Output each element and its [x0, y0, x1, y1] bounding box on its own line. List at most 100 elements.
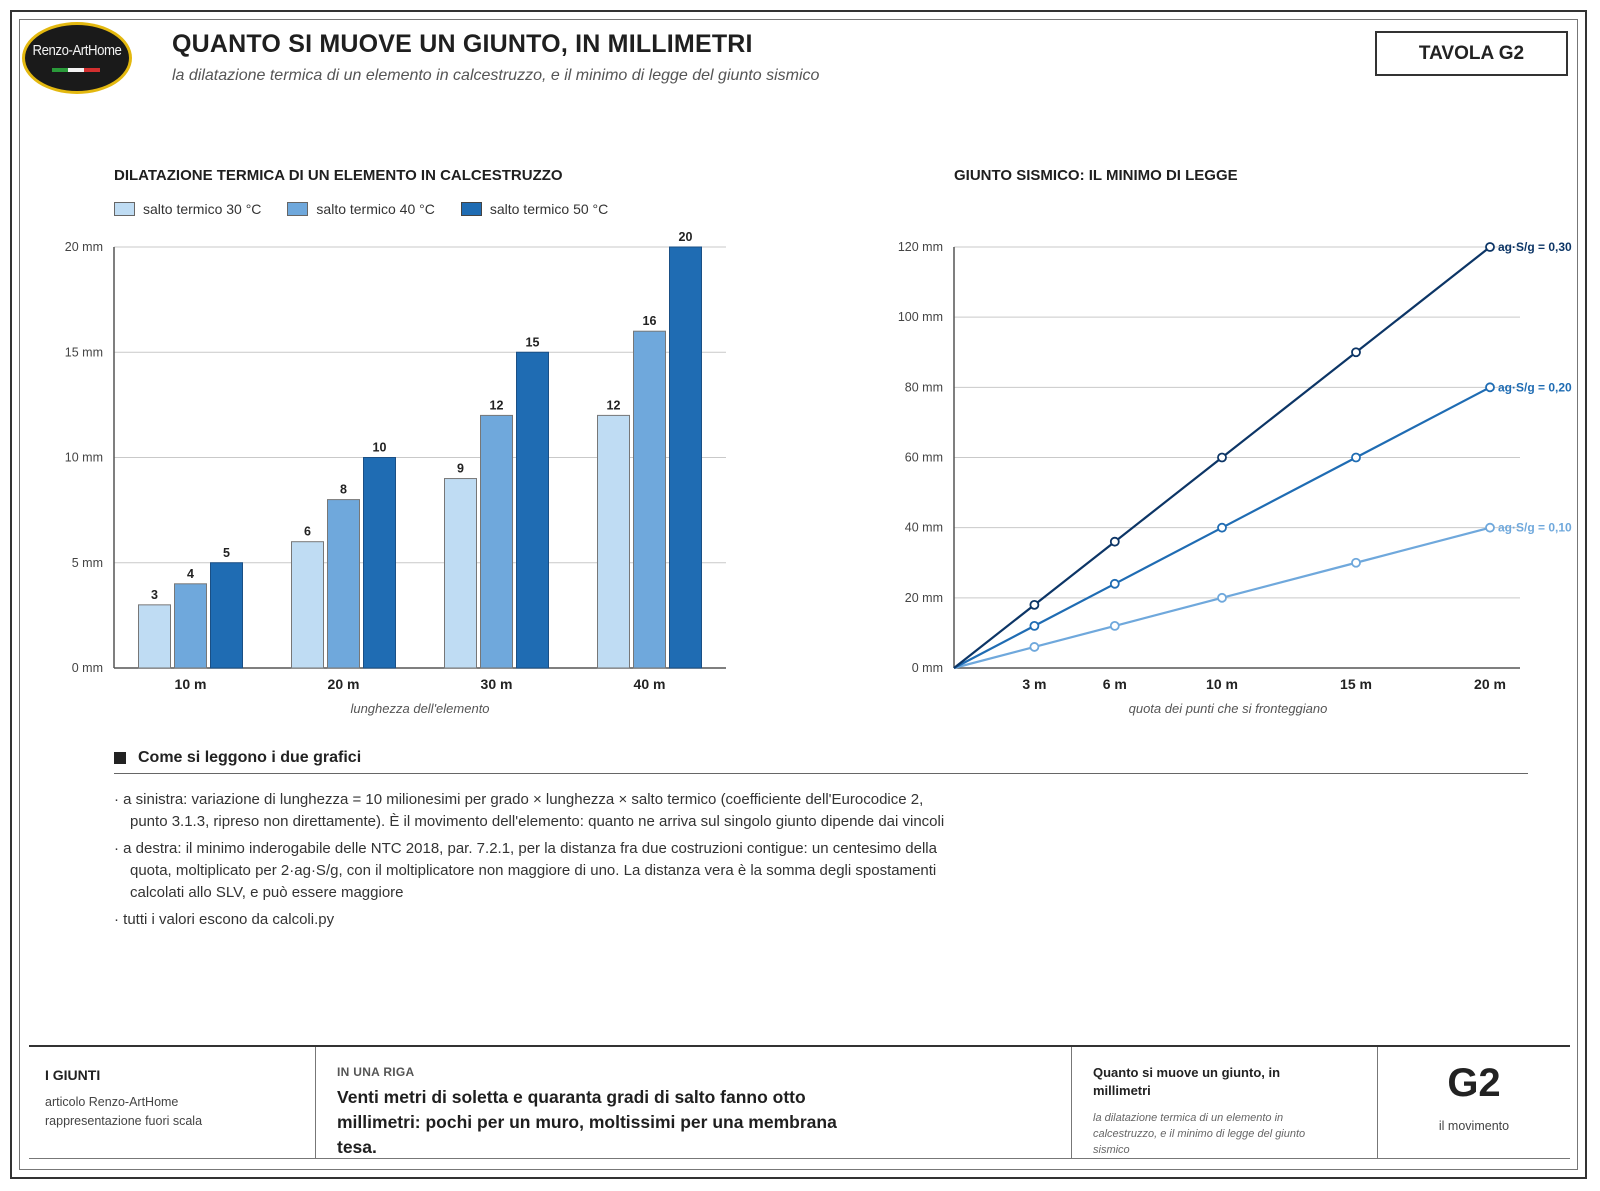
footer-code-cell: G2 il movimento — [1377, 1047, 1570, 1159]
legend-label: salto termico 40 °C — [316, 201, 435, 217]
data-point — [1485, 382, 1495, 393]
bar — [210, 562, 243, 669]
footer-block: I GIUNTI articolo Renzo-ArtHome rapprese… — [29, 1045, 1570, 1159]
bar-value-label: 8 — [340, 483, 347, 497]
note-item: · tutti i valori escono da calcoli.py — [114, 911, 335, 928]
legend-item: salto termico 40 °C — [287, 201, 435, 217]
data-point — [1217, 522, 1227, 533]
bar-value-label: 10 — [373, 441, 387, 455]
data-point — [1109, 578, 1120, 589]
footer-tavola-title: Quanto si muove un giunto, in millimetri — [1093, 1065, 1281, 1098]
x-category-label: 20 m — [328, 676, 360, 692]
logo-graphic — [22, 22, 132, 94]
data-point — [1217, 592, 1227, 603]
bar-value-label: 6 — [304, 525, 311, 539]
data-point — [1029, 599, 1040, 610]
data-point — [1109, 536, 1120, 547]
y-tick-label: 100 mm — [898, 310, 943, 324]
legend-label: salto termico 30 °C — [143, 201, 262, 217]
note-item: · a destra: il minimo inderogabile delle… — [114, 840, 937, 901]
series-end-label: ag·S/g = 0,30 — [1498, 240, 1572, 254]
y-tick-label: 20 mm — [905, 591, 943, 605]
data-point — [1351, 347, 1361, 358]
footer-article-info: articolo Renzo-ArtHome rappresentazione … — [45, 1093, 315, 1131]
bar-value-label: 3 — [151, 588, 158, 602]
data-point — [1485, 522, 1495, 533]
bar — [444, 478, 477, 669]
bar — [597, 414, 630, 669]
y-tick-label: 0 mm — [72, 661, 103, 675]
footer-series: I GIUNTI — [45, 1067, 101, 1083]
page-subtitle: la dilatazione termica di un elemento in… — [172, 67, 820, 84]
bar — [327, 499, 360, 669]
bar — [291, 541, 324, 669]
line-chart-title: GIUNTO SISMICO: IL MINIMO DI LEGGE — [954, 167, 1238, 184]
x-tick-label: 3 m — [1022, 676, 1046, 692]
footer-code-label: il movimento — [1438, 1119, 1510, 1133]
y-tick-label: 80 mm — [905, 380, 943, 394]
data-point — [1485, 242, 1495, 252]
data-point — [1351, 452, 1361, 463]
inner-frame — [19, 19, 1578, 1170]
square-bullet-icon — [114, 752, 126, 764]
x-tick-label: 20 m — [1474, 676, 1506, 692]
bar-chart-title: DILATAZIONE TERMICA DI UN ELEMENTO IN CA… — [114, 167, 563, 184]
bar — [138, 604, 171, 669]
bar-value-label: 4 — [187, 567, 194, 581]
y-tick-label: 10 mm — [65, 451, 103, 465]
bar-value-label: 5 — [223, 546, 230, 560]
series-line — [953, 386, 1491, 669]
series-line — [953, 526, 1491, 670]
outer-frame — [10, 10, 1587, 1179]
bar — [516, 351, 549, 669]
series-end-label: ag·S/g = 0,20 — [1498, 380, 1572, 394]
footer-tavola-cell: Quanto si muove un giunto, in millimetri… — [1071, 1047, 1377, 1159]
data-point — [1217, 452, 1227, 463]
data-point — [1029, 621, 1040, 631]
data-point — [1109, 621, 1120, 631]
logo-text: Renzo-ArtHome — [32, 42, 122, 59]
footer-tavola-subtitle: la dilatazione termica di un elemento in… — [1093, 1112, 1306, 1156]
notes-heading: Come si leggono i due grafici — [114, 749, 361, 767]
series-line — [953, 246, 1491, 669]
legend-swatch-40 — [287, 202, 309, 216]
y-tick-label: 5 mm — [72, 556, 103, 570]
y-tick-label: 20 mm — [65, 240, 103, 254]
footer-scale: rappresentazione fuori scala — [45, 1114, 203, 1128]
series-end-label: ag·S/g = 0,10 — [1498, 521, 1572, 535]
charts-canvas: 0 mm 5 mm 10 mm 15 mm 20 mm 3 4 5 10 m 6 8 10 20 m 9 1… — [65, 230, 1572, 716]
bar — [480, 414, 513, 669]
legend-swatch-50 — [460, 202, 482, 216]
footer-series-cell: I GIUNTI articolo Renzo-ArtHome rapprese… — [29, 1047, 315, 1159]
x-category-label: 40 m — [634, 676, 666, 692]
x-axis-title: quota dei punti che si fronteggiano — [1129, 701, 1328, 716]
page-title: QUANTO SI MUOVE UN GIUNTO, IN MILLIMETRI — [172, 30, 753, 58]
tavola-badge: TAVOLA G2 — [1375, 31, 1568, 76]
footer-riga-label: IN UNA RIGA — [337, 1065, 415, 1079]
footer-riga-cell: IN UNA RIGA Venti metri di soletta e qua… — [315, 1047, 1071, 1159]
bar-chart-legend: salto termico 30 °C salto termico 40 °C … — [114, 201, 608, 217]
y-tick-label: 15 mm — [65, 345, 103, 359]
notes-list: · a sinistra: variazione di lunghezza = … — [114, 789, 964, 936]
footer-code: G2 — [1447, 1061, 1501, 1105]
y-tick-label: 40 mm — [905, 521, 943, 535]
x-category-label: 10 m — [175, 676, 207, 692]
legend-swatch-30 — [114, 202, 135, 216]
renzo-arthome-logo: Renzo-ArtHome — [20, 20, 134, 96]
notes-heading-text: Come si leggono i due grafici — [138, 749, 362, 766]
bar-value-label: 16 — [643, 314, 657, 328]
data-point — [1029, 642, 1040, 652]
legend-item: salto termico 30 °C — [114, 201, 261, 217]
legend-label: salto termico 50 °C — [489, 201, 609, 217]
x-tick-label: 10 m — [1206, 676, 1238, 692]
x-category-label: 30 m — [481, 676, 513, 692]
x-axis-title: lunghezza dell'elemento — [350, 701, 489, 716]
y-tick-label: 0 mm — [912, 661, 943, 675]
x-tick-label: 15 m — [1340, 676, 1372, 692]
x-tick-label: 6 m — [1103, 676, 1127, 692]
bar-value-label: 12 — [490, 398, 504, 412]
notes-divider — [114, 773, 1528, 774]
note-item: · a sinistra: variazione di lunghezza = … — [114, 791, 945, 830]
bar — [669, 246, 702, 669]
y-tick-label: 120 mm — [898, 240, 943, 254]
